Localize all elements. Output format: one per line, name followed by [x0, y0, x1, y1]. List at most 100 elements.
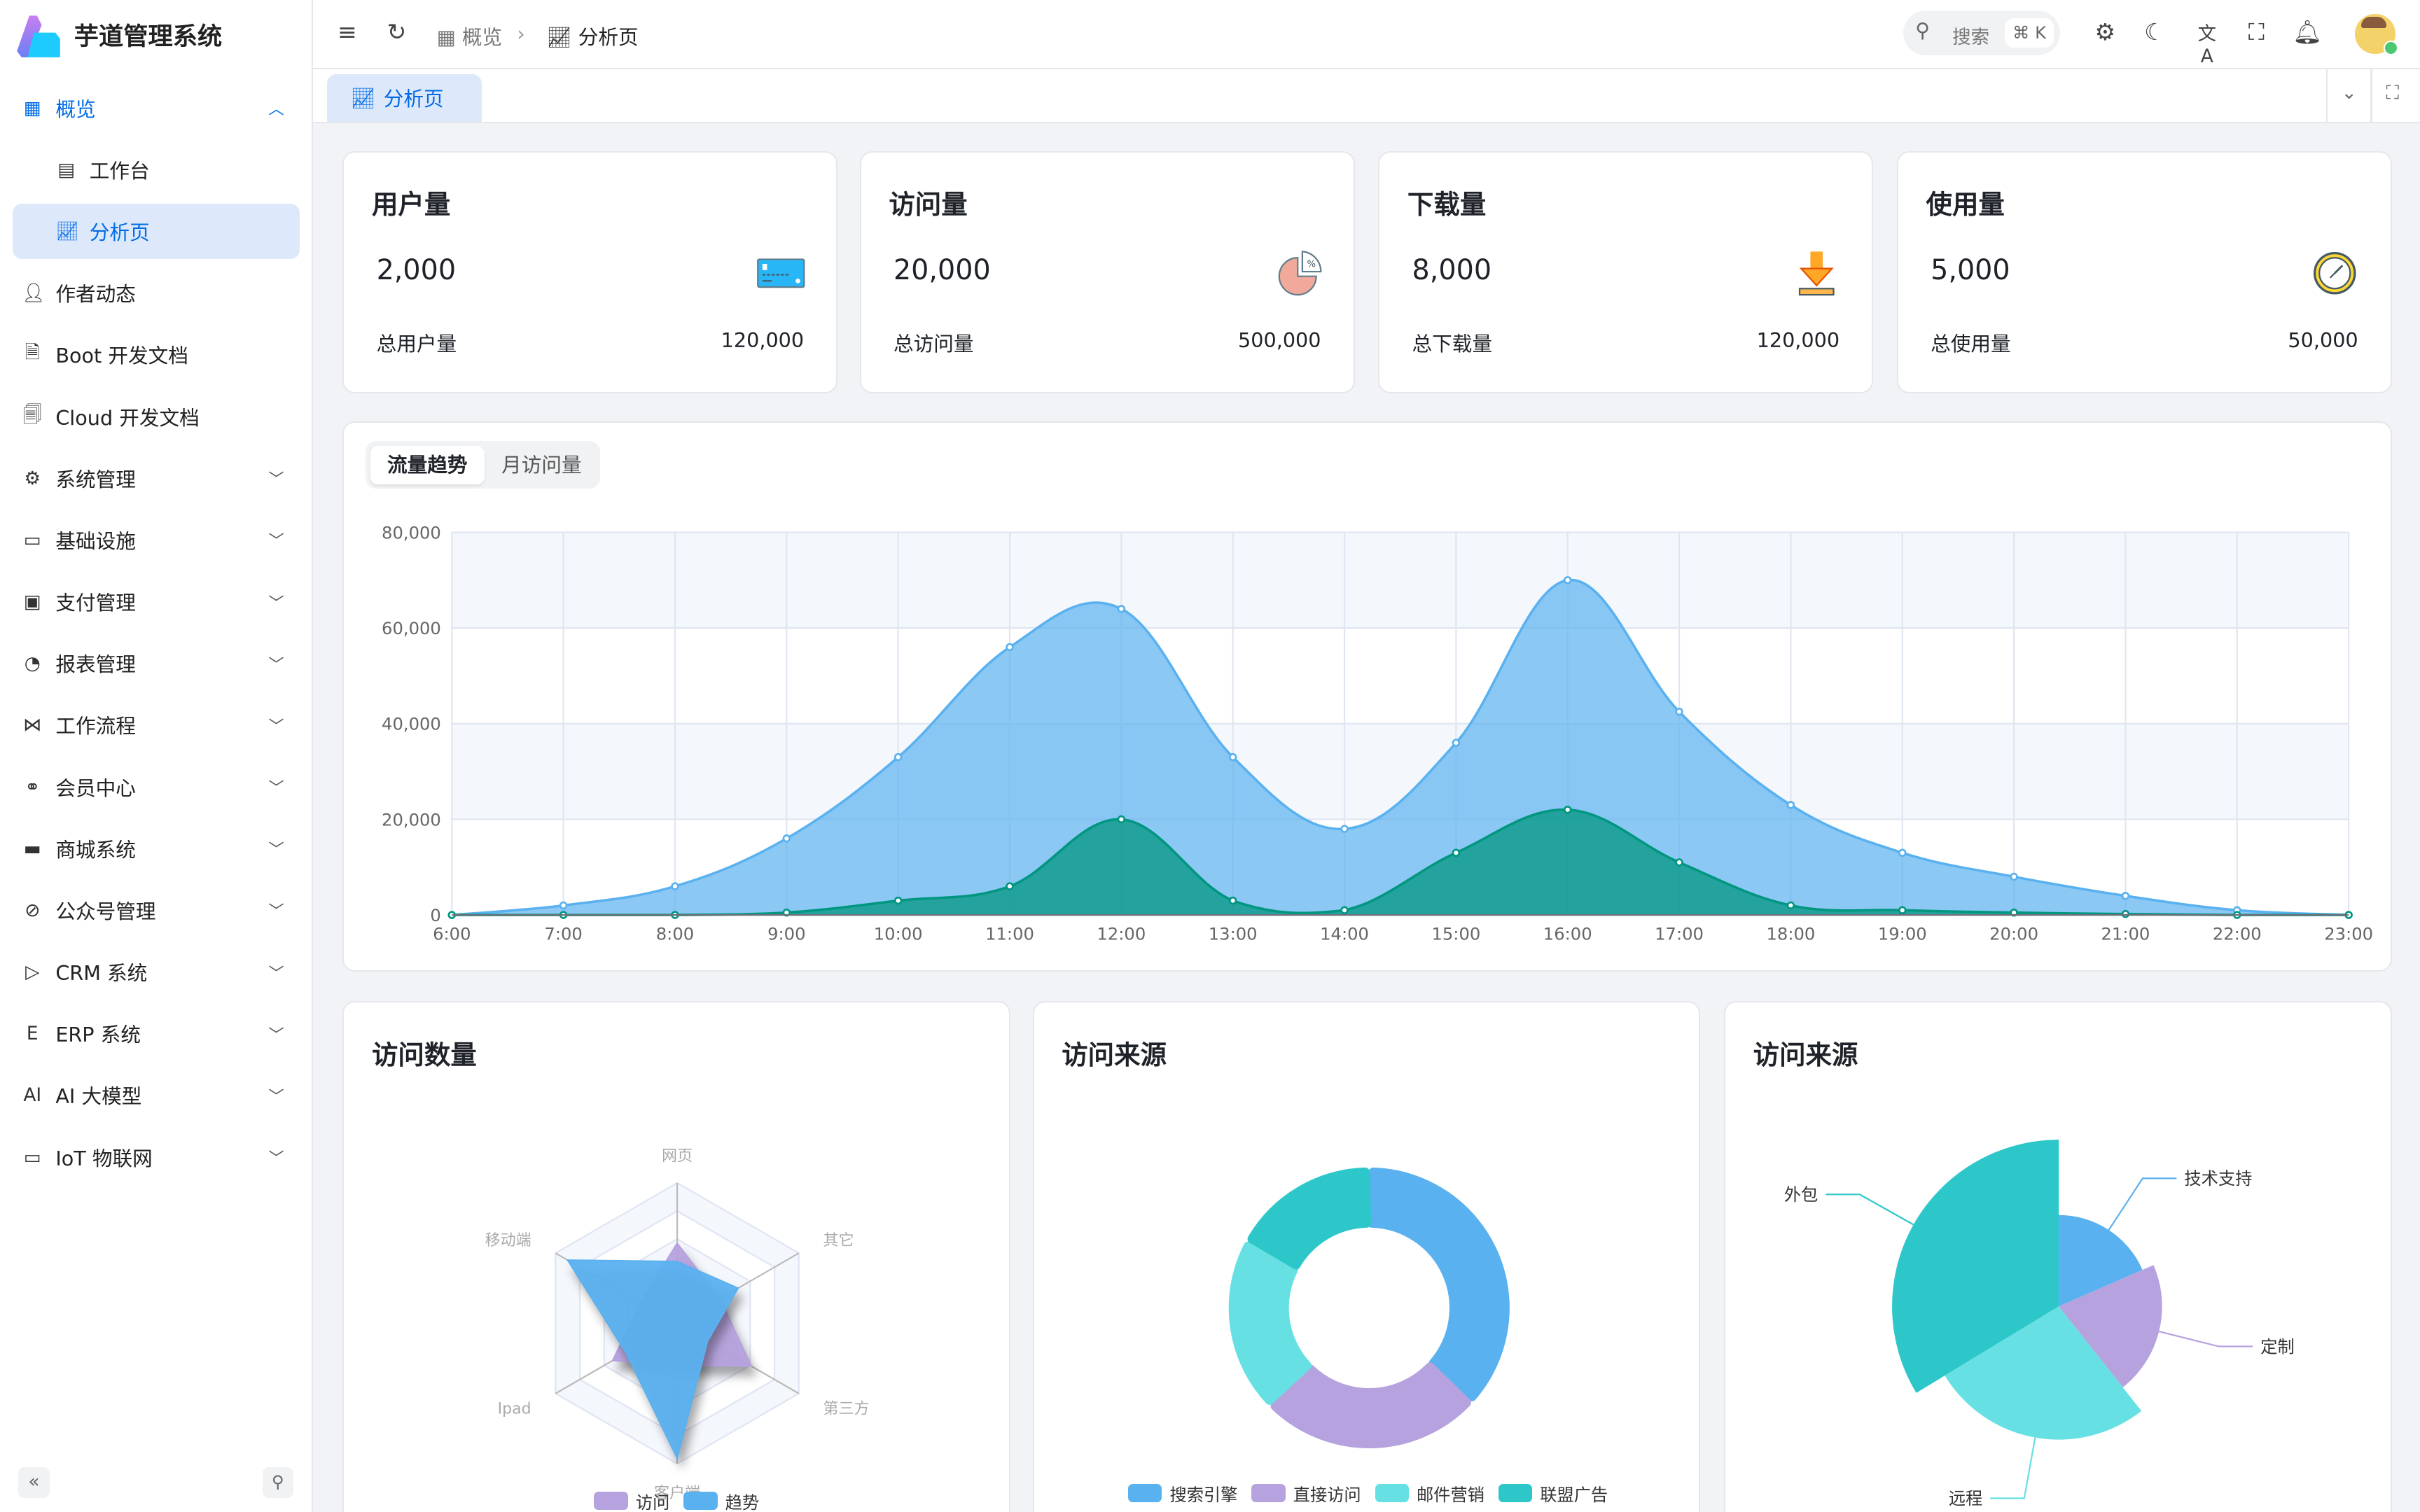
translate-icon[interactable]: 文A [2197, 23, 2217, 68]
avatar-hat [2361, 17, 2386, 28]
app-logo [17, 15, 60, 57]
data-point[interactable] [1006, 643, 1015, 651]
sidebar-item[interactable]: ⚭ 会员中心 ﹀ [13, 759, 300, 814]
data-point[interactable] [1229, 896, 1237, 905]
sidebar-item-label: 公众号管理 [55, 899, 156, 923]
settings-gear-icon[interactable]: ⚙ [2094, 18, 2116, 46]
data-point[interactable] [1898, 848, 1907, 857]
data-point[interactable] [671, 882, 680, 890]
rose-slice[interactable] [1945, 1306, 2142, 1441]
data-point[interactable] [894, 896, 903, 905]
dark-mode-moon-icon[interactable]: ☾ [2144, 18, 2165, 46]
data-point[interactable] [1229, 752, 1237, 762]
stat-total: 120,000 [1756, 328, 1840, 353]
chevron-down-icon: ﹀ [268, 1150, 284, 1168]
tab-traffic-trend[interactable]: 流量趋势 [370, 445, 485, 484]
data-point[interactable] [2010, 872, 2019, 881]
data-point[interactable] [1564, 575, 1572, 584]
data-point[interactable] [1452, 848, 1461, 857]
radar-series-area[interactable] [566, 1259, 739, 1461]
donut-slice[interactable] [1270, 1362, 1471, 1449]
data-point[interactable] [559, 901, 568, 909]
radar-indicator-label: 移动端 [485, 1232, 531, 1250]
legend-item[interactable]: 搜索引擎 [1127, 1481, 1237, 1506]
menu-toggle-icon[interactable]: ≡ [338, 18, 357, 46]
grid-icon: ▦ [23, 97, 41, 119]
donut-slice[interactable] [1228, 1241, 1312, 1406]
sidebar-item[interactable]: ▣ 支付管理 ﹀ [13, 574, 300, 629]
sidebar-item-label: 商城系统 [55, 837, 136, 862]
collapse-sidebar-button[interactable]: « [18, 1467, 50, 1499]
donut-slice[interactable] [1366, 1168, 1510, 1402]
data-point[interactable] [1564, 805, 1572, 814]
sidebar-item[interactable]: 🗐 Cloud 开发文档 [13, 388, 300, 444]
data-point[interactable] [1117, 815, 1126, 823]
y-tick-label: 40,000 [382, 713, 441, 734]
sidebar-item-label: 支付管理 [55, 591, 136, 615]
x-tick-label: 21:00 [2101, 923, 2150, 944]
sidebar-item[interactable]: E ERP 系统 ﹀ [13, 1006, 300, 1061]
sidebar-item[interactable]: ▭ IoT 物联网 ﹀ [13, 1129, 300, 1184]
data-point[interactable] [1340, 906, 1349, 914]
data-point[interactable] [1006, 882, 1015, 890]
sidebar-item[interactable]: 👤︎ 作者动态 [13, 265, 300, 321]
legend-item[interactable]: 邮件营销 [1375, 1481, 1484, 1506]
sidebar-item[interactable]: ▷ CRM 系统 ﹀ [13, 944, 300, 1000]
legend-item[interactable]: 趋势 [683, 1489, 759, 1512]
sidebar-item[interactable]: ⊘ 公众号管理 ﹀ [13, 883, 300, 938]
sidebar-item[interactable]: 📈︎ 分析页 [12, 203, 300, 260]
sidebar-item[interactable]: ▭ 基础设施 ﹀ [13, 512, 300, 568]
sidebar-item[interactable]: AI AI 大模型 ﹀ [13, 1068, 300, 1123]
documents-icon: 🗐 [23, 403, 42, 426]
sidebar-item[interactable]: ▤ 工作台 [13, 142, 300, 197]
bell-icon[interactable]: 🔔︎ [2293, 18, 2323, 46]
rose-slice[interactable] [2059, 1215, 2143, 1307]
fullscreen-icon[interactable]: ⛶ [2248, 18, 2265, 46]
refresh-icon[interactable]: ↻ [387, 18, 407, 46]
sidebar-item[interactable]: 🗎 Boot 开发文档 [13, 327, 300, 382]
data-point[interactable] [782, 834, 791, 843]
sidebar-item-label: Cloud 开发文档 [55, 405, 200, 430]
data-point[interactable] [1898, 906, 1907, 914]
data-point[interactable] [1340, 825, 1349, 833]
legend-item[interactable]: 直接访问 [1251, 1481, 1361, 1506]
sidebar-item[interactable]: ▬ 商城系统 ﹀ [13, 821, 300, 876]
rose-slice[interactable] [1892, 1140, 2059, 1394]
data-point[interactable] [1675, 858, 1684, 867]
stat-value: 8,000 [1412, 254, 1492, 287]
x-tick-label: 9:00 [767, 923, 805, 944]
rose-slice[interactable] [2059, 1265, 2162, 1388]
sidebar-item[interactable]: ⚙ 系统管理 ﹀ [13, 451, 300, 506]
chevron-down-icon: ﹀ [268, 1088, 284, 1106]
data-point[interactable] [1675, 707, 1684, 716]
pin-icon[interactable]: ⚲ [262, 1467, 293, 1499]
data-point[interactable] [1786, 901, 1795, 909]
gear-icon: ⚙ [24, 467, 41, 489]
data-point[interactable] [2122, 909, 2130, 918]
maximize-content-icon[interactable]: ⛶ [2386, 81, 2400, 104]
tab-monthly-visits[interactable]: 月访问量 [501, 452, 582, 477]
sidebar-item[interactable]: ⋈ 工作流程 ﹀ [13, 697, 300, 752]
grid-icon: ▦ [436, 24, 462, 49]
data-point[interactable] [2122, 891, 2130, 900]
sidebar-item[interactable]: ▦ 概览 ︿ [13, 80, 300, 136]
series-area [452, 809, 2349, 915]
data-point[interactable] [894, 752, 903, 762]
data-point[interactable] [1452, 738, 1461, 747]
donut-slice[interactable] [1247, 1168, 1371, 1270]
data-point[interactable] [1117, 604, 1126, 613]
search-button[interactable]: ⚲ 搜索 ⌘ K [1903, 10, 2061, 56]
stat-card: 用户量 2,000 总用户量 120,000 [342, 151, 838, 393]
breadcrumb-item-overview[interactable]: ▦ 概览 [436, 24, 503, 49]
avatar[interactable] [2355, 13, 2399, 56]
data-point[interactable] [1786, 800, 1795, 809]
legend-item[interactable]: 联盟广告 [1498, 1481, 1608, 1506]
sidebar-item[interactable]: ◔ 报表管理 ﹀ [13, 636, 300, 691]
tabs-dropdown-chevron-icon[interactable]: ⌄ [2341, 81, 2357, 104]
tab-analysis[interactable]: 📈︎ 分析页 [327, 74, 482, 122]
rose-slice-label: 远程 [1949, 1489, 1982, 1509]
stat-value: 20,000 [893, 254, 991, 287]
legend-item[interactable]: 访问 [594, 1489, 669, 1512]
y-tick-label: 20,000 [382, 809, 441, 830]
